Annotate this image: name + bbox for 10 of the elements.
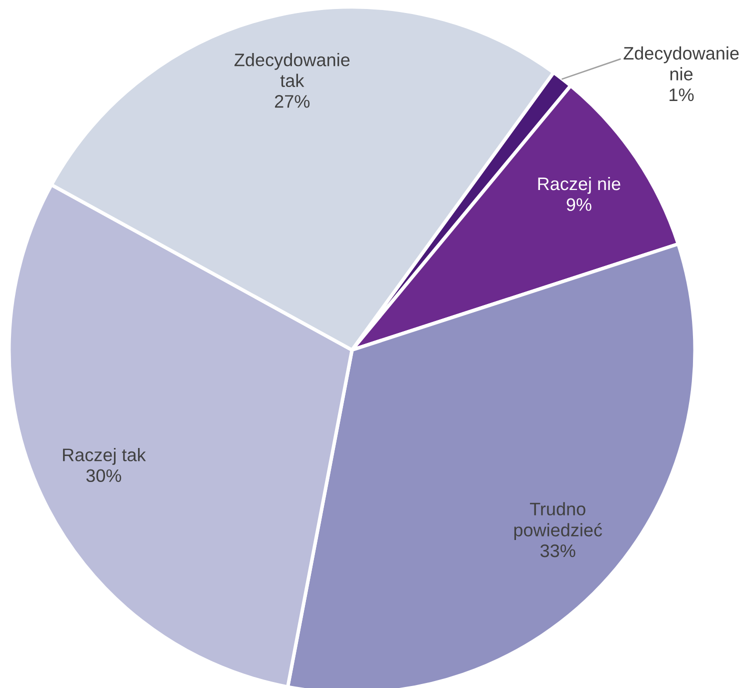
slice-label: Zdecydowanie nie xyxy=(624,46,739,80)
data-label: 1% xyxy=(670,88,694,102)
slice-label: Raczej nie xyxy=(538,176,620,194)
slice-label: Trudno powiedzieć xyxy=(514,502,602,540)
slice-label: Raczej tak xyxy=(63,448,146,465)
data-label: 9% xyxy=(566,198,592,211)
data-label: 27% xyxy=(274,95,310,108)
slice-label: Zdecydowanie tak xyxy=(234,53,350,88)
data-label: 33% xyxy=(540,544,576,558)
data-label: 30% xyxy=(86,469,122,482)
